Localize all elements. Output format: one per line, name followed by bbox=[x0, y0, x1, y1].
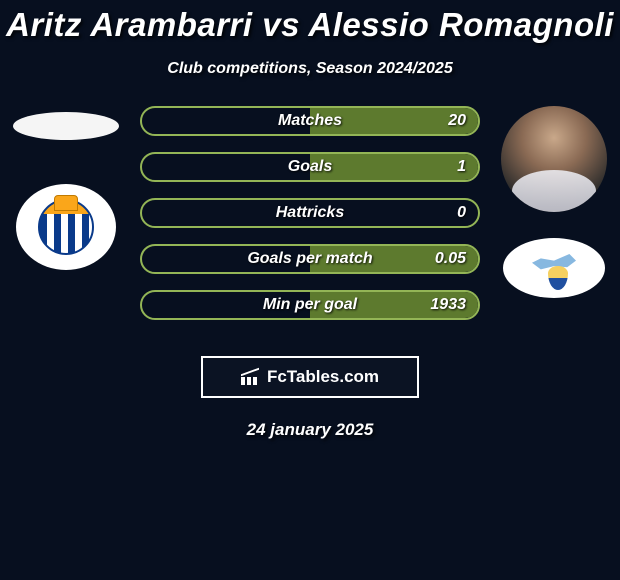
stat-value-right: 0 bbox=[457, 204, 466, 222]
stat-label: Min per goal bbox=[263, 296, 357, 314]
left-player-avatar bbox=[13, 112, 119, 140]
right-player-column bbox=[494, 106, 614, 298]
right-player-avatar bbox=[501, 106, 607, 212]
stat-value-right: 0.05 bbox=[435, 250, 466, 268]
bar-chart-icon bbox=[241, 369, 261, 385]
subtitle: Club competitions, Season 2024/2025 bbox=[0, 60, 620, 78]
real-sociedad-crest-icon bbox=[38, 199, 94, 255]
lazio-crest-icon bbox=[530, 244, 578, 292]
stat-bars: Matches 20 Goals 1 Hattricks 0 Goals per match… bbox=[140, 106, 480, 336]
left-player-column bbox=[6, 106, 126, 270]
comparison-area: Matches 20 Goals 1 Hattricks 0 Goals per match… bbox=[0, 106, 620, 346]
stat-value-right: 1 bbox=[457, 158, 466, 176]
stat-bar: Goals per match 0.05 bbox=[140, 244, 480, 274]
left-club-badge bbox=[16, 184, 116, 270]
bar-fill-right bbox=[310, 154, 478, 180]
stat-value-right: 1933 bbox=[430, 296, 466, 314]
stat-bar: Hattricks 0 bbox=[140, 198, 480, 228]
stat-bar: Matches 20 bbox=[140, 106, 480, 136]
right-club-badge bbox=[503, 238, 605, 298]
stat-label: Goals per match bbox=[247, 250, 372, 268]
stat-bar: Min per goal 1933 bbox=[140, 290, 480, 320]
stat-bar: Goals 1 bbox=[140, 152, 480, 182]
watermark-text: FcTables.com bbox=[267, 367, 379, 387]
stat-label: Goals bbox=[288, 158, 332, 176]
page-title: Aritz Arambarri vs Alessio Romagnoli bbox=[0, 0, 620, 44]
watermark: FcTables.com bbox=[201, 356, 419, 398]
date-text: 24 january 2025 bbox=[0, 420, 620, 440]
stat-value-right: 20 bbox=[448, 112, 466, 130]
stat-label: Hattricks bbox=[276, 204, 344, 222]
stat-label: Matches bbox=[278, 112, 342, 130]
